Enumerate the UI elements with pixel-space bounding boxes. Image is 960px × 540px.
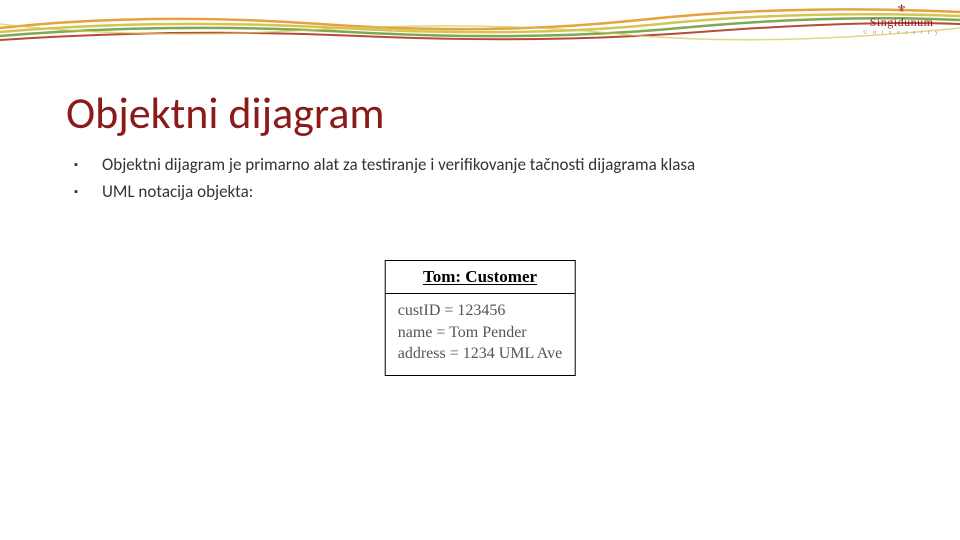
list-item: ▪ Objektni dijagram je primarno alat za … bbox=[74, 154, 900, 177]
uml-object-body: custID = 123456 name = Tom Pender addres… bbox=[386, 294, 575, 375]
list-item: ▪ UML notacija objekta: bbox=[74, 181, 900, 204]
bullet-list: ▪ Objektni dijagram je primarno alat za … bbox=[74, 154, 900, 208]
uml-object-name: Tom: Customer bbox=[423, 267, 537, 286]
decorative-wave bbox=[0, 0, 960, 50]
logo-name: Singidunum bbox=[863, 15, 940, 30]
uml-attribute: name = Tom Pender bbox=[398, 322, 563, 344]
uml-object-diagram: Tom: Customer custID = 123456 name = Tom… bbox=[385, 260, 576, 376]
bullet-icon: ▪ bbox=[74, 181, 102, 200]
bullet-text: UML notacija objekta: bbox=[102, 181, 253, 204]
uml-object-header: Tom: Customer bbox=[386, 261, 575, 294]
university-logo: ⚜ Singidunum U n i v e r s i t y bbox=[863, 4, 940, 36]
bullet-icon: ▪ bbox=[74, 154, 102, 173]
slide-title: Objektni dijagram bbox=[66, 86, 385, 140]
logo-emblem-icon: ⚜ bbox=[863, 4, 940, 15]
uml-attribute: custID = 123456 bbox=[398, 300, 563, 322]
uml-attribute: address = 1234 UML Ave bbox=[398, 343, 563, 365]
bullet-text: Objektni dijagram je primarno alat za te… bbox=[102, 154, 695, 177]
logo-subtitle: U n i v e r s i t y bbox=[863, 30, 940, 36]
